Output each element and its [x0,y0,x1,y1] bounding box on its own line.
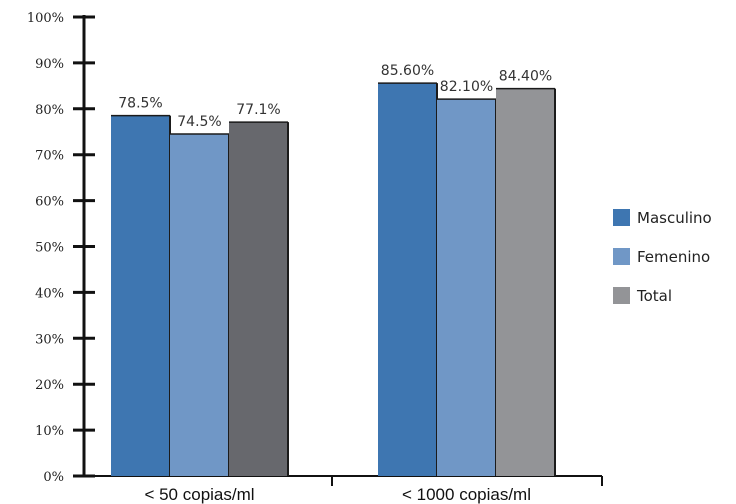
data-label: 77.1% [236,102,280,118]
data-label: 74.5% [177,114,221,130]
data-label: 85.60% [381,63,434,79]
data-label: 84.40% [499,69,552,85]
y-tick-label: 10% [35,424,64,439]
y-tick-label: 60% [35,195,64,210]
y-tick-label: 100% [27,11,64,26]
bar-total-0 [229,122,288,477]
legend-label-total: Total [636,287,672,305]
bar-femenino-0 [170,134,229,477]
y-tick-label: 50% [35,241,64,256]
y-tick-label: 30% [35,332,64,347]
y-tick-label: 70% [35,149,64,164]
y-tick-label: 40% [35,286,64,301]
x-axis-categories: < 50 copias/ml < 1000 copias/ml [144,485,531,504]
y-tick-label: 90% [35,57,64,72]
bar-total-1 [496,88,555,476]
data-label: 78.5% [118,96,162,112]
data-label: 82.10% [440,79,493,95]
legend-swatch-total [613,287,630,304]
data-labels: 78.5% 74.5% 77.1% 85.60% 82.10% 84.40% [118,63,552,130]
legend: Masculino Femenino Total [613,209,712,305]
y-tick-label: 0% [43,470,64,485]
x-category-label: < 1000 copias/ml [402,485,531,504]
bars [111,82,556,477]
bar-masculino-0 [111,115,170,476]
legend-swatch-femenino [613,248,630,265]
y-tick-label: 20% [35,378,64,393]
y-tick-label: 80% [35,103,64,118]
bar-femenino-1 [437,99,496,476]
x-category-label: < 50 copias/ml [144,485,254,504]
legend-swatch-masculino [613,209,630,226]
legend-label-femenino: Femenino [637,248,710,266]
legend-label-masculino: Masculino [637,209,712,227]
bar-masculino-1 [378,83,437,476]
